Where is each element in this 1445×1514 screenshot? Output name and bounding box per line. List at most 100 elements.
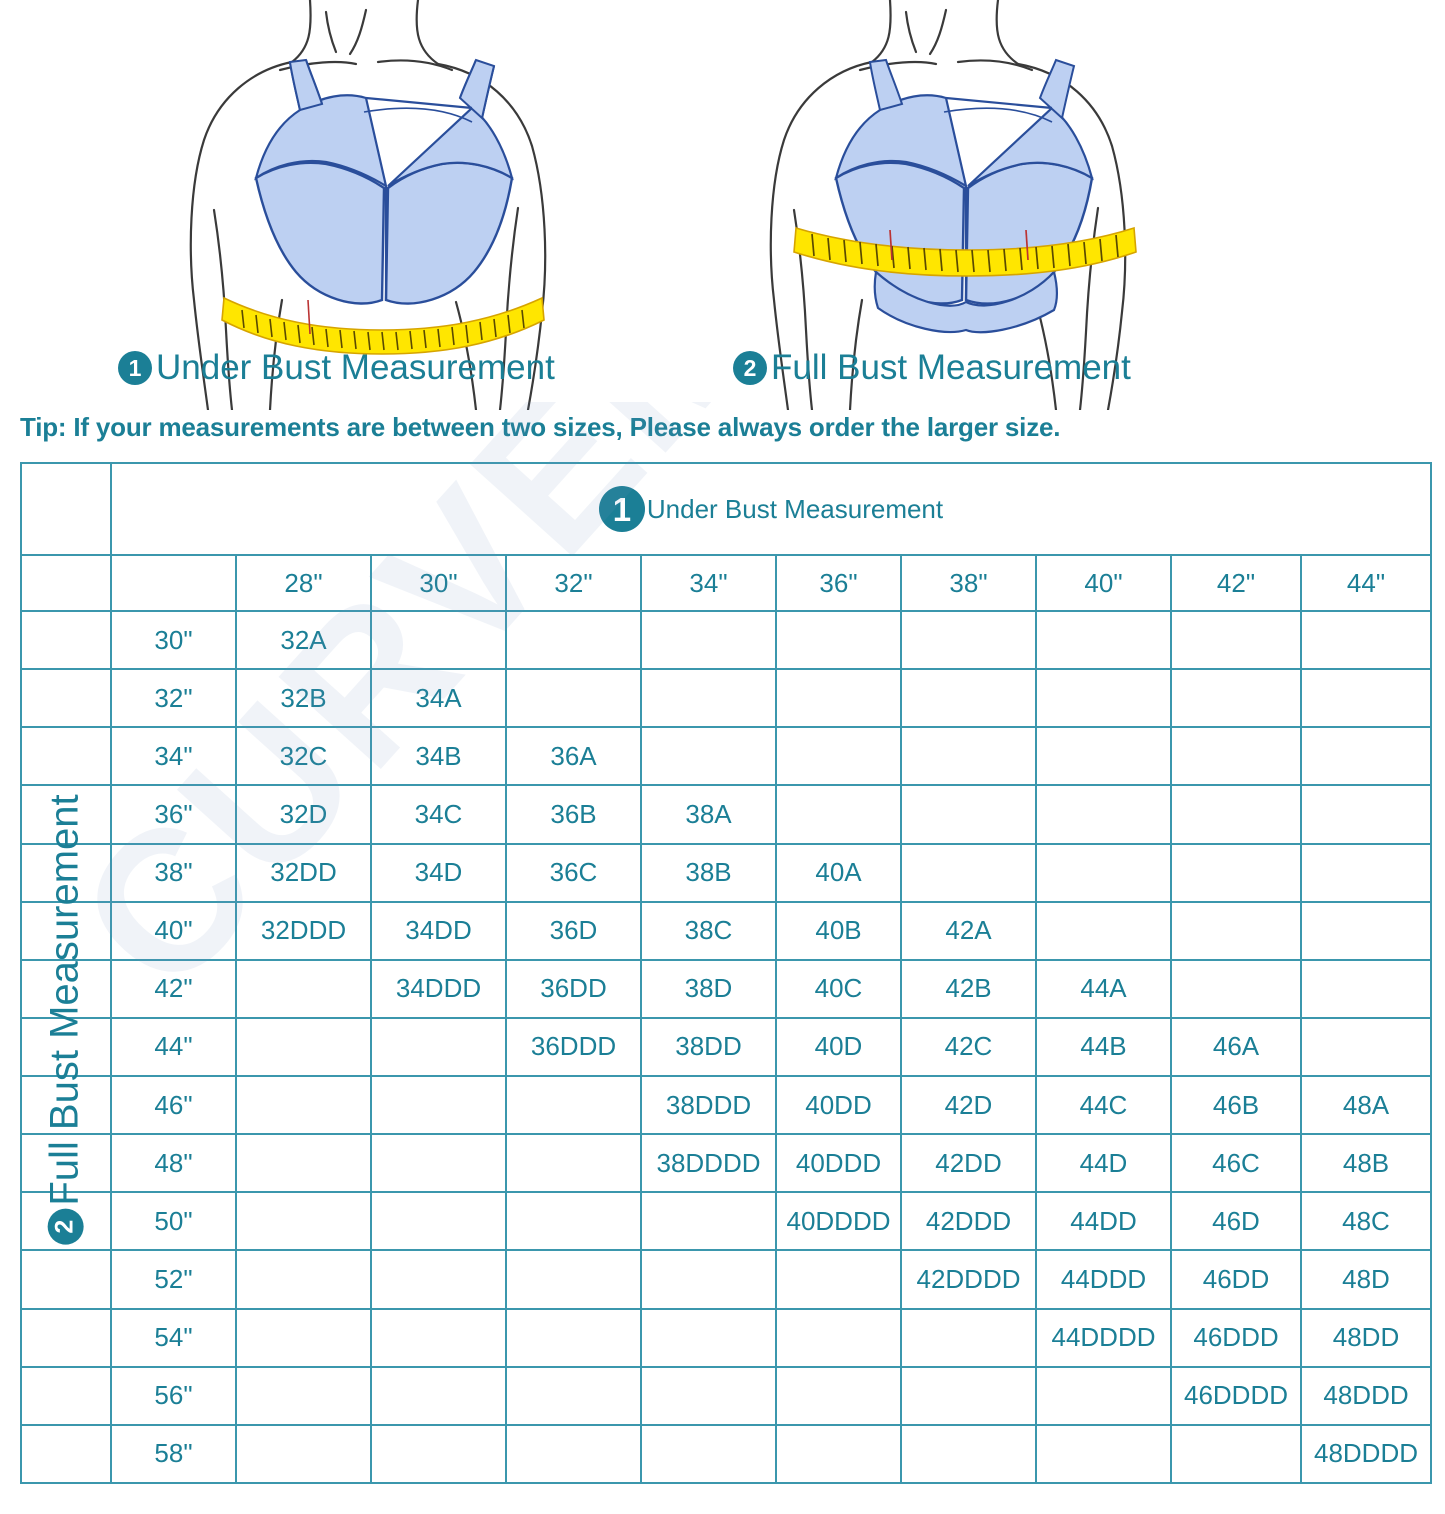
row-axis-label-text: Full Bust Measurement [42, 794, 87, 1206]
empty-cell [235, 1249, 372, 1310]
tape-measure-under [221, 296, 545, 355]
row-spacer [20, 668, 112, 729]
tape-measure-full [793, 226, 1137, 277]
table-title-text: Under Bust Measurement [646, 493, 944, 524]
empty-cell [640, 1191, 777, 1252]
empty-cell [775, 668, 902, 729]
badge-two-axis-icon: 2 [47, 1208, 83, 1245]
size-cell: 44DDDD [1035, 1307, 1172, 1368]
size-cell: 34D [370, 842, 507, 903]
row-spacer [20, 1249, 112, 1310]
table-row: 36" 32D 34C 36B 38A [20, 784, 1432, 845]
table-row: 50" 40DDDD 42DDD 44DD 46D 48C [20, 1191, 1432, 1252]
size-cell: 46D [1170, 1191, 1302, 1252]
size-cell: 34DD [370, 900, 507, 961]
empty-cell [900, 842, 1037, 903]
empty-cell [1170, 784, 1302, 845]
column-header: 36" [775, 554, 902, 612]
empty-cell [370, 1365, 507, 1426]
header-spacer [20, 554, 112, 612]
size-cell: 44A [1035, 958, 1172, 1019]
empty-cell [505, 1133, 642, 1194]
empty-cell [505, 668, 642, 729]
empty-cell [1035, 726, 1172, 787]
size-cell: 40A [775, 842, 902, 903]
size-cell: 32DDD [235, 900, 372, 961]
size-cell: 34A [370, 668, 507, 729]
size-cell: 40DDD [775, 1133, 902, 1194]
bra-size-table: 1 Under Bust Measurement 28" 30" 32" 34"… [20, 462, 1432, 1485]
size-cell: 42DDDD [900, 1249, 1037, 1310]
size-cell: 46B [1170, 1074, 1302, 1136]
empty-cell [900, 668, 1037, 729]
size-cell: 42DD [900, 1133, 1037, 1194]
empty-cell [1300, 1016, 1432, 1078]
row-header: 50" [110, 1191, 237, 1252]
table-title: 1 Under Bust Measurement [110, 462, 1432, 556]
size-cell: 36D [505, 900, 642, 961]
size-cell: 34DDD [370, 958, 507, 1019]
size-cell: 40B [775, 900, 902, 961]
size-cell: 42C [900, 1016, 1037, 1078]
row-header: 48" [110, 1133, 237, 1194]
empty-cell [1035, 668, 1172, 729]
size-cell: 32D [235, 784, 372, 845]
empty-cell [900, 1307, 1037, 1368]
row-spacer [20, 1133, 112, 1194]
column-header: 32" [505, 554, 642, 612]
row-spacer [20, 842, 112, 903]
row-header: 40" [110, 900, 237, 961]
row-spacer [20, 1307, 112, 1368]
table-row: 54" 44DDDD 46DDD 48DD [20, 1307, 1432, 1368]
empty-cell [775, 609, 902, 671]
table-title-row: 1 Under Bust Measurement [20, 462, 1432, 556]
empty-cell [1170, 842, 1302, 903]
empty-cell [640, 1249, 777, 1310]
empty-cell [900, 784, 1037, 845]
row-header: 36" [110, 784, 237, 845]
empty-cell [640, 1365, 777, 1426]
size-cell: 44DD [1035, 1191, 1172, 1252]
row-axis-label: 2 Full Bust Measurement [20, 557, 110, 1482]
size-chart-container: CURVEMUSE 2 Full Bust Measurement [20, 402, 1432, 1485]
table-row: 52" 42DDDD 44DDD 46DD 48D [20, 1249, 1432, 1310]
size-cell: 48DDD [1300, 1365, 1432, 1426]
size-cell: 32DD [235, 842, 372, 903]
table-row: 34" 32C 34B 36A [20, 726, 1432, 787]
size-cell: 36B [505, 784, 642, 845]
size-cell: 40DD [775, 1074, 902, 1136]
empty-cell [1170, 668, 1302, 729]
row-header: 58" [110, 1423, 237, 1485]
size-cell: 44B [1035, 1016, 1172, 1078]
size-cell: 48C [1300, 1191, 1432, 1252]
under-bust-illustration [160, 0, 630, 410]
row-header: 52" [110, 1249, 237, 1310]
empty-cell [1300, 784, 1432, 845]
size-cell: 46C [1170, 1133, 1302, 1194]
table-row: 56" 46DDDD 48DDD [20, 1365, 1432, 1426]
size-cell: 46DD [1170, 1249, 1302, 1310]
row-spacer [20, 609, 112, 671]
size-cell: 32C [235, 726, 372, 787]
empty-cell [505, 1423, 642, 1485]
empty-cell [370, 1074, 507, 1136]
row-header: 38" [110, 842, 237, 903]
empty-cell [235, 958, 372, 1019]
empty-cell [1035, 842, 1172, 903]
table-row: 42" 34DDD 36DD 38D 40C 42B 44A [20, 958, 1432, 1019]
size-cell: 46DDD [1170, 1307, 1302, 1368]
column-header: 28" [235, 554, 372, 612]
size-cell: 38C [640, 900, 777, 961]
empty-cell [1035, 784, 1172, 845]
size-cell: 38A [640, 784, 777, 845]
empty-cell [775, 1249, 902, 1310]
table-body: 30" 32A 32" 32B 34A 34" 32C 34B 36A 36" 32D 34C 36B 3… [20, 609, 1432, 1485]
empty-cell [370, 1423, 507, 1485]
empty-cell [235, 1016, 372, 1078]
table-header-row: 28" 30" 32" 34" 36" 38" 40" 42" 44" [20, 554, 1432, 612]
size-cell: 40C [775, 958, 902, 1019]
size-cell: 44C [1035, 1074, 1172, 1136]
size-cell: 48DD [1300, 1307, 1432, 1368]
size-cell: 46DDDD [1170, 1365, 1302, 1426]
empty-cell [1170, 726, 1302, 787]
